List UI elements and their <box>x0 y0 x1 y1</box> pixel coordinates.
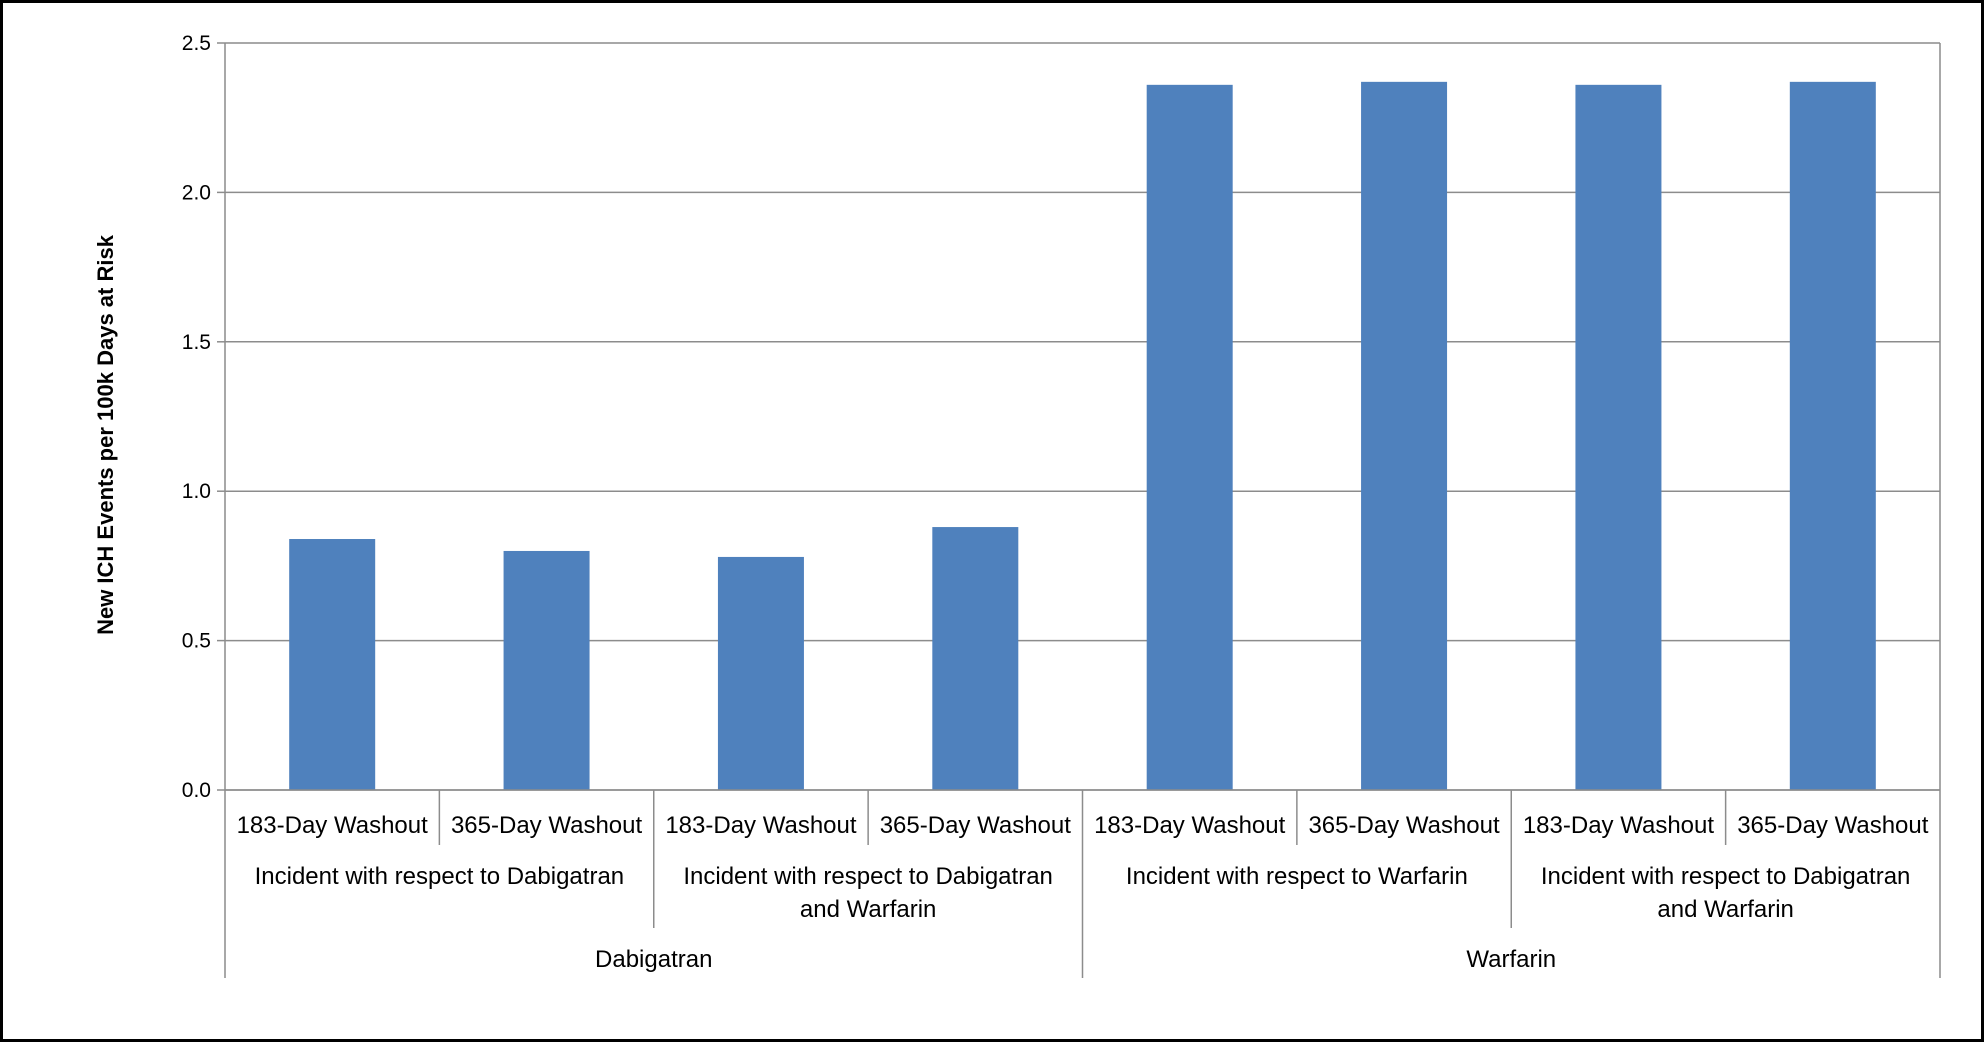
x-group-label: Incident with respect to Warfarin <box>1126 863 1468 890</box>
bar <box>1361 82 1447 790</box>
x-category-label: 183-Day Washout <box>1094 812 1286 839</box>
x-category-label: 183-Day Washout <box>1523 812 1715 839</box>
y-tick-label: 2.0 <box>182 181 211 204</box>
y-tick-label: 0.0 <box>182 779 211 802</box>
bar <box>1575 85 1661 790</box>
y-tick-label: 1.5 <box>182 331 211 354</box>
x-category-label: 365-Day Washout <box>880 812 1072 839</box>
x-group-label: Incident with respect to Dabigatran <box>683 863 1053 890</box>
x-category-label: 365-Day Washout <box>1308 812 1500 839</box>
bar <box>932 527 1018 790</box>
x-group-label: and Warfarin <box>800 896 937 923</box>
x-group-label: Incident with respect to Dabigatran <box>1541 863 1911 890</box>
y-tick-label: 0.5 <box>182 630 211 653</box>
bar <box>1790 82 1876 790</box>
x-category-label: 183-Day Washout <box>237 812 429 839</box>
bar <box>289 539 375 790</box>
bar <box>1147 85 1233 790</box>
x-category-label: 365-Day Washout <box>451 812 643 839</box>
x-category-label: 183-Day Washout <box>665 812 857 839</box>
x-supergroup-label: Dabigatran <box>595 946 712 973</box>
x-group-label: and Warfarin <box>1657 896 1794 923</box>
bar-chart: 0.0 0.5 1.0 1.5 2.0 2.5 183-Day Washout 365-Day… <box>3 3 1981 1039</box>
y-tick-label: 1.0 <box>182 480 211 503</box>
y-axis-title: New ICH Events per 100k Days at Risk <box>93 234 118 635</box>
x-category-label: 365-Day Washout <box>1737 812 1929 839</box>
bar <box>504 551 590 790</box>
x-group-label: Incident with respect to Dabigatran <box>255 863 625 890</box>
y-tick-label: 2.5 <box>182 32 211 55</box>
bar <box>718 557 804 790</box>
x-supergroup-label: Warfarin <box>1466 946 1556 973</box>
